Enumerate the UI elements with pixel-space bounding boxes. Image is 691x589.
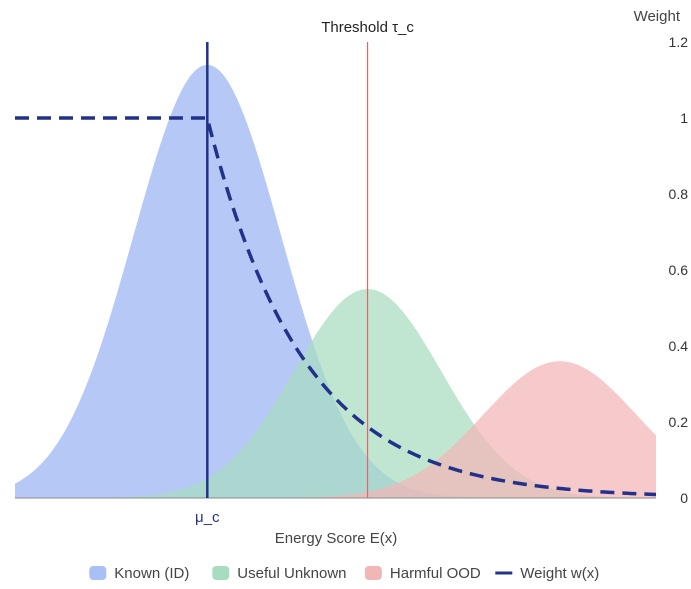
- legend-item-harmful-ood: Harmful OOD: [364, 565, 481, 582]
- legend-label: Harmful OOD: [390, 565, 481, 582]
- y-tick-label: 1: [680, 110, 688, 126]
- legend: Known (ID) Useful Unknown Harmful OOD Weigh…: [89, 565, 599, 582]
- legend-label: Useful Unknown: [237, 565, 346, 582]
- legend-swatch: [212, 566, 230, 580]
- legend-swatch: [89, 566, 107, 580]
- legend-label: Known (ID): [114, 565, 189, 582]
- threshold-label: Threshold τ_c: [321, 19, 414, 36]
- y-tick-label: 1.2: [669, 34, 689, 50]
- legend-swatch: [364, 566, 382, 580]
- x-axis-title: Energy Score E(x): [275, 530, 398, 547]
- density-areas: [15, 64, 656, 499]
- legend-item-useful-unknown: Useful Unknown: [212, 565, 347, 582]
- y-axis-title: Weight: [634, 8, 681, 25]
- y-tick-label: 0.4: [669, 338, 689, 354]
- area-useful-unknown: [15, 289, 656, 498]
- mu-label: μ_c: [195, 509, 220, 526]
- legend-item-known-id: Known (ID): [89, 565, 189, 582]
- y-tick-label: 0.2: [669, 414, 689, 430]
- y-tick-label: 0.8: [669, 186, 689, 202]
- y-tick-label: 0.6: [669, 262, 689, 278]
- legend-label: Weight w(x): [520, 565, 599, 582]
- legend-item-weight-w-x: Weight w(x): [495, 565, 599, 582]
- reference-lines: μ_c Threshold τ_c: [195, 19, 414, 526]
- y-tick-label: 0: [680, 490, 688, 506]
- y-axis-ticks: 0 0.2 0.4 0.6 0.8 1 1.2: [669, 34, 689, 506]
- area-known-id: [15, 64, 656, 499]
- area-harmful-ood: [15, 361, 656, 498]
